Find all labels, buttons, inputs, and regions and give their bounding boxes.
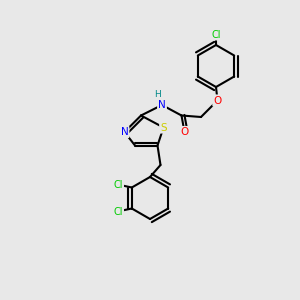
Text: H: H xyxy=(154,90,161,99)
Text: Cl: Cl xyxy=(211,29,221,40)
Text: O: O xyxy=(213,95,222,106)
Text: S: S xyxy=(160,122,167,133)
Text: O: O xyxy=(180,127,189,137)
Text: N: N xyxy=(158,100,166,110)
Text: N: N xyxy=(121,127,128,137)
Text: Cl: Cl xyxy=(114,179,123,190)
Text: Cl: Cl xyxy=(114,206,123,217)
